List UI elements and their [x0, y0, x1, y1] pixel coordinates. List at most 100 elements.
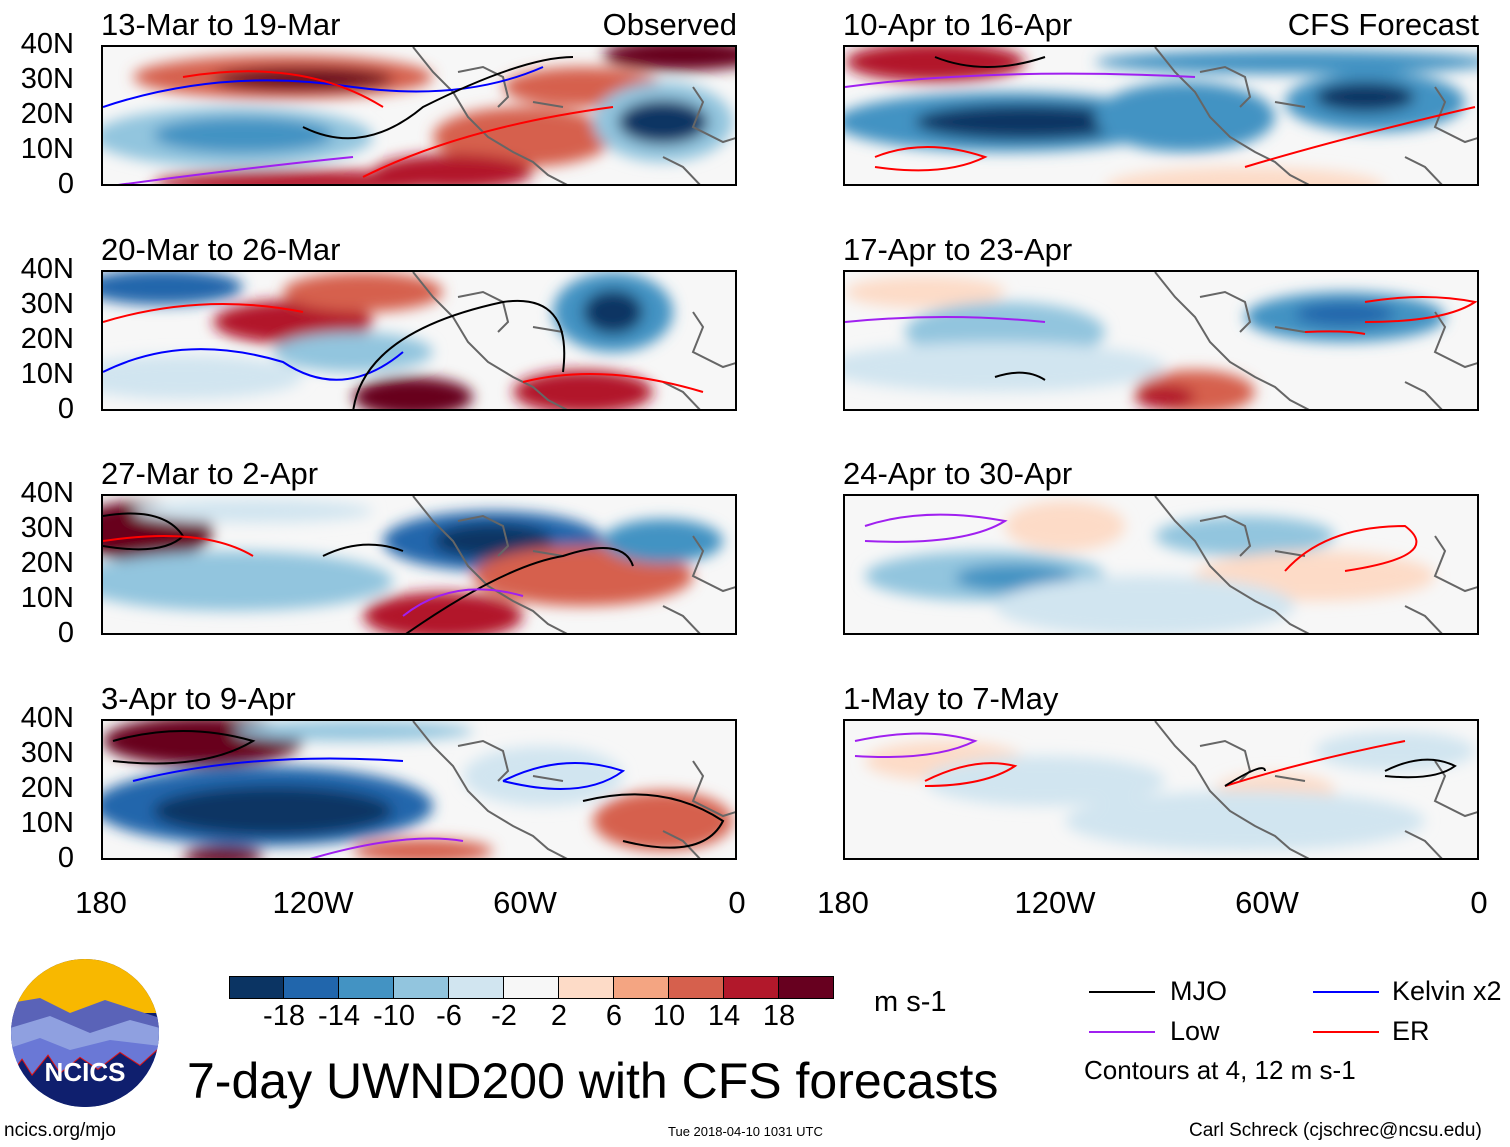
wave-contour	[522, 373, 704, 393]
wave-contour	[302, 56, 574, 140]
panel-tag: Observed	[602, 7, 737, 42]
legend-line-er	[1313, 1031, 1379, 1033]
colorbar-segment	[559, 976, 614, 999]
lat-label: 0	[57, 168, 74, 200]
colorbar-label: -18	[263, 1000, 305, 1032]
lat-label: 20N	[20, 772, 74, 804]
anomaly-region	[915, 104, 1135, 140]
wave-contour	[874, 146, 988, 172]
lat-label: 20N	[20, 323, 74, 355]
colorbar-units: m s-1	[874, 986, 947, 1018]
wave-contour	[854, 732, 978, 758]
wave-contour	[582, 793, 725, 849]
lat-label: 20N	[20, 547, 74, 579]
anomaly-region	[1295, 302, 1395, 326]
wave-contour	[103, 535, 254, 557]
wave-contour	[1364, 296, 1477, 323]
anomaly-region	[1315, 82, 1415, 112]
anomaly-region	[273, 332, 433, 372]
panel-title: 1-May to 7-May	[843, 681, 1059, 716]
lat-label: 0	[57, 842, 74, 874]
anomaly-region	[433, 523, 553, 559]
wave-contour	[1224, 767, 1266, 787]
footer-timestamp: Tue 2018-04-10 1031 UTC	[668, 1124, 823, 1139]
anomaly-region	[845, 47, 1025, 82]
legend-label-mjo: MJO	[1170, 976, 1227, 1006]
wave-contour	[1384, 758, 1457, 779]
wave-contour	[182, 70, 384, 108]
lat-label: 30N	[20, 737, 74, 769]
coastline	[412, 721, 735, 858]
panel-title: 3-Apr to 9-Apr	[101, 681, 296, 716]
anomaly-region	[1135, 385, 1195, 409]
legend-label-low: Low	[1170, 1016, 1220, 1046]
colorbar-segment	[724, 976, 779, 999]
footer-author[interactable]: Carl Schreck (cjschrec@ncsu.edu)	[1189, 1120, 1482, 1141]
anomaly-region	[995, 576, 1295, 633]
colorbar-label: -10	[373, 1000, 415, 1032]
wave-contour	[352, 299, 566, 409]
lon-label: 60W	[493, 885, 557, 920]
lon-label: 180	[75, 885, 127, 920]
anomaly-region	[1095, 50, 1477, 74]
lon-label: 120W	[1014, 885, 1096, 920]
colorbar-label: 10	[652, 1000, 686, 1032]
wave-contour	[405, 547, 634, 633]
colorbar-segment	[449, 976, 504, 999]
anomaly-region	[593, 791, 733, 851]
colorbar-label: -2	[491, 1000, 517, 1032]
lat-label: 10N	[20, 582, 74, 614]
legend-label-er: ER	[1392, 1016, 1430, 1046]
lat-label: 10N	[20, 133, 74, 165]
wave-contour	[924, 762, 1018, 787]
panel-title: 10-Apr to 16-Apr	[843, 7, 1073, 42]
anomaly-region	[133, 499, 373, 523]
anomaly-region	[463, 746, 623, 806]
lon-label: 0	[728, 885, 746, 920]
contour-note: Contours at 4, 12 m s-1	[1084, 1055, 1356, 1085]
lon-label: 120W	[272, 885, 354, 920]
anomaly-region	[353, 839, 493, 858]
colorbar-segment	[284, 976, 339, 999]
wave-contour	[864, 513, 1008, 543]
lat-label: 30N	[20, 288, 74, 320]
coastline	[1154, 272, 1477, 409]
anomaly-region	[103, 551, 393, 611]
footer-url[interactable]: ncics.org/mjo	[4, 1120, 116, 1141]
panel-tag: CFS Forecast	[1287, 7, 1479, 42]
anomaly-region	[433, 107, 613, 167]
anomaly-region	[603, 47, 735, 71]
lat-label: 30N	[20, 512, 74, 544]
colorbar-segment	[504, 976, 559, 999]
coastline	[412, 496, 735, 633]
lon-label: 60W	[1235, 885, 1299, 920]
colorbar-label: 6	[605, 1000, 623, 1032]
anomaly-region	[1095, 82, 1275, 152]
panel-title: 27-Mar to 2-Apr	[101, 456, 319, 491]
legend-line-low	[1089, 1031, 1155, 1033]
wave-contour	[845, 72, 1196, 88]
lat-label: 20N	[20, 98, 74, 130]
anomaly-region	[473, 546, 693, 606]
lat-label: 40N	[20, 253, 74, 285]
lat-label: 40N	[20, 28, 74, 60]
anomaly-region	[373, 154, 533, 184]
wave-contour	[934, 56, 1046, 68]
figure-title: 7-day UWND200 with CFS forecasts	[187, 1053, 999, 1109]
anomaly-region	[845, 342, 1165, 392]
colorbar-label: 14	[707, 1000, 741, 1032]
anomaly-region	[603, 519, 723, 563]
wave-contour	[362, 106, 614, 178]
wave-contour	[112, 730, 256, 765]
legend-label-kelvin: Kelvin x2	[1392, 976, 1502, 1006]
legend-line-kelvin	[1313, 991, 1379, 993]
map-panel	[101, 45, 737, 186]
colorbar-segment	[394, 976, 449, 999]
lat-label: 10N	[20, 807, 74, 839]
wave-contour	[1224, 740, 1406, 787]
anomaly-region	[233, 721, 473, 741]
colorbar-segment	[339, 976, 394, 999]
wave-contour	[402, 588, 524, 617]
lat-label: 40N	[20, 477, 74, 509]
